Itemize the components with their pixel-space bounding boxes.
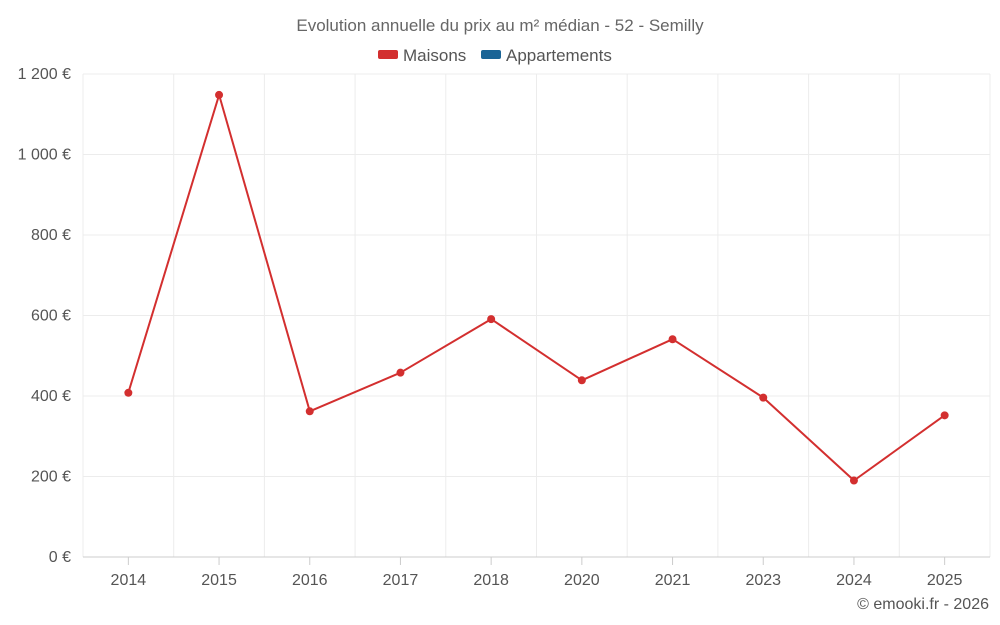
x-tick-label: 2016 [292, 572, 328, 589]
legend-label-maisons: Maisons [403, 46, 466, 65]
y-tick-label: 600 € [31, 308, 71, 325]
data-point-2025[interactable] [940, 411, 949, 420]
legend-item-appartements[interactable]: Appartements [481, 46, 612, 65]
legend-swatch-maisons [378, 50, 398, 59]
x-tick-label: 2017 [383, 572, 419, 589]
data-point-2017[interactable] [396, 368, 405, 377]
credit: © emooki.fr - 2026 [857, 596, 989, 613]
y-tick-label: 1 200 € [18, 66, 71, 83]
data-point-2020[interactable] [577, 376, 586, 385]
chart-title: Evolution annuelle du prix au m² médian … [296, 16, 704, 35]
y-tick-label: 0 € [49, 549, 71, 566]
legend-label-appartements: Appartements [506, 46, 612, 65]
legend-swatch-appartements [481, 50, 501, 59]
data-point-2018[interactable] [487, 315, 496, 324]
x-tick-label: 2025 [927, 572, 963, 589]
y-tick-label: 1 000 € [18, 147, 71, 164]
axes: 0 € 200 € 400 € 600 € 800 € 1 000 € 1 200 € 201… [18, 66, 990, 589]
data-point-2024[interactable] [849, 476, 858, 485]
y-tick-label: 200 € [31, 469, 71, 486]
x-tick-label: 2023 [745, 572, 781, 589]
x-tick-label: 2021 [655, 572, 691, 589]
x-tick-label: 2024 [836, 572, 872, 589]
y-tick-label: 800 € [31, 227, 71, 244]
x-tick-label: 2015 [201, 572, 237, 589]
x-tick-label: 2020 [564, 572, 600, 589]
series-maisons [124, 90, 949, 485]
x-tick-label: 2018 [473, 572, 509, 589]
data-point-2021[interactable] [668, 335, 677, 344]
data-point-2016[interactable] [305, 407, 314, 416]
x-tick-label: 2014 [111, 572, 147, 589]
y-tick-label: 400 € [31, 388, 71, 405]
data-point-2014[interactable] [124, 388, 133, 397]
data-point-2015[interactable] [215, 90, 224, 99]
legend[interactable]: Maisons Appartements [378, 46, 612, 65]
legend-item-maisons[interactable]: Maisons [378, 46, 466, 65]
series-line-maisons [127, 93, 946, 482]
grid [82, 73, 991, 557]
data-point-2023[interactable] [759, 393, 768, 402]
